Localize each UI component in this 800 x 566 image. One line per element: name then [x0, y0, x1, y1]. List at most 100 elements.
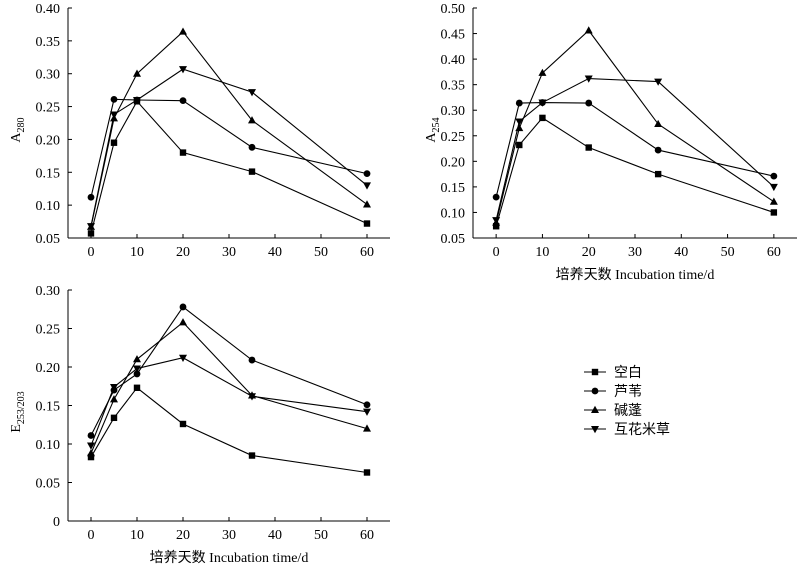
data-point: [248, 143, 256, 151]
series-line: [90, 98, 368, 198]
series-0: [87, 384, 371, 476]
legend-marker-0: [591, 368, 599, 376]
y-axis-label-main: E: [9, 424, 24, 433]
x-tick-label: 30: [222, 528, 236, 543]
series-line: [90, 387, 368, 474]
data-point: [538, 99, 547, 107]
y-tick-label: 0.05: [36, 232, 61, 247]
y-tick-label: 0.10: [36, 438, 61, 453]
data-point: [133, 69, 141, 77]
data-point: [179, 149, 187, 156]
chart-a254: 0.05 0.10 0.15 0.20 0.25 0.30 0.35 0.40 0.45 0.50…: [424, 2, 797, 283]
y-tick-label: 0.50: [441, 2, 466, 17]
y-tick-label: 0.15: [441, 181, 466, 196]
x-tick-label: 30: [628, 245, 642, 260]
y-axis-label-main: A: [424, 132, 439, 143]
data-point: [133, 355, 141, 363]
data-point: [110, 111, 118, 119]
legend-item-1: 芦苇: [584, 384, 642, 400]
x-tick-label: 0: [88, 528, 95, 543]
x-tick-label: 40: [674, 245, 688, 260]
x-axis-label: 培养天数 Incubation time/d: [556, 267, 715, 283]
x-tick-label: 10: [130, 245, 144, 260]
data-point: [179, 97, 187, 105]
x-axis-label: 培养天数 Incubation time/d: [150, 550, 309, 566]
data-point: [363, 401, 371, 409]
series-line: [90, 321, 368, 454]
data-point: [363, 424, 371, 432]
y-axis-label: A280: [9, 117, 27, 142]
y-tick-label: 0: [53, 515, 60, 530]
x-tick-label: 60: [360, 528, 374, 543]
y-tick-label: 0.30: [36, 284, 61, 299]
data-point: [492, 217, 501, 225]
data-point: [87, 193, 95, 201]
data-point: [770, 209, 778, 216]
series-line: [495, 77, 775, 221]
series-0: [492, 114, 778, 230]
legend-item-0: 空白: [584, 365, 642, 381]
x-tick-label: 60: [360, 245, 374, 260]
data-point: [87, 449, 95, 457]
data-point: [654, 146, 662, 154]
x-tick-label: 50: [721, 245, 735, 260]
y-tick-label: 0.10: [36, 199, 61, 214]
data-point: [538, 68, 547, 76]
y-tick-label: 0.10: [441, 206, 466, 221]
series-line: [90, 30, 368, 227]
data-point: [585, 99, 593, 107]
y-tick-label: 0.20: [441, 155, 466, 170]
legend-item-2: 碱蓬: [584, 403, 642, 419]
data-point: [179, 420, 187, 428]
y-tick-label: 0.35: [36, 35, 61, 50]
x-tick-label: 10: [130, 528, 144, 543]
data-point: [584, 26, 593, 34]
chart-a280: 0.05 0.10 0.15 0.20 0.25 0.30 0.35 0.40 0 10 20 30 4…: [9, 2, 390, 260]
x-tick-label: 50: [314, 528, 328, 543]
x-tick-label: 20: [176, 528, 190, 543]
series-2: [87, 27, 371, 230]
series-line: [90, 68, 368, 227]
y-tick-label: 0.25: [36, 323, 61, 338]
y-tick-label: 0.35: [441, 79, 466, 94]
data-point: [363, 408, 371, 416]
y-tick-label: 0.30: [36, 68, 61, 83]
legend-marker-3: [591, 426, 599, 434]
y-axis-label-subscript: 254: [431, 117, 442, 132]
data-point: [654, 78, 663, 86]
y-tick-label: 0.25: [441, 130, 466, 145]
x-tick-label: 50: [314, 245, 328, 260]
y-tick-label: 0.15: [36, 166, 61, 181]
data-point: [769, 197, 778, 205]
y-tick-label: 0.20: [36, 133, 61, 148]
x-tick-label: 40: [268, 528, 282, 543]
data-point: [110, 384, 118, 392]
series-line: [495, 102, 774, 198]
data-point: [769, 183, 778, 192]
data-point: [363, 220, 371, 227]
y-tick-label: 0.25: [36, 101, 61, 116]
data-point: [248, 356, 256, 364]
y-axis-label: A254: [424, 117, 442, 142]
data-point: [179, 354, 187, 362]
y-tick-label: 0.05: [441, 232, 466, 247]
series-line: [495, 29, 775, 223]
data-point: [539, 114, 546, 122]
data-point: [654, 170, 662, 178]
y-tick-label: 0.20: [36, 361, 61, 376]
x-tick-label: 30: [222, 245, 236, 260]
data-point: [87, 223, 95, 231]
data-point: [770, 172, 778, 180]
chart-e253-203: 0 0.05 0.10 0.15 0.20 0.25 0.30 0 10 20 30 40 50 60 E2…: [9, 284, 390, 566]
data-point: [248, 116, 256, 124]
data-point: [584, 75, 593, 83]
data-point: [363, 170, 371, 178]
y-tick-label: 0.05: [36, 477, 61, 492]
x-tick-label: 20: [176, 245, 190, 260]
x-tick-label: 40: [268, 245, 282, 260]
data-point: [585, 144, 592, 151]
data-point: [515, 99, 523, 107]
data-point: [363, 200, 371, 208]
data-point: [110, 414, 118, 422]
